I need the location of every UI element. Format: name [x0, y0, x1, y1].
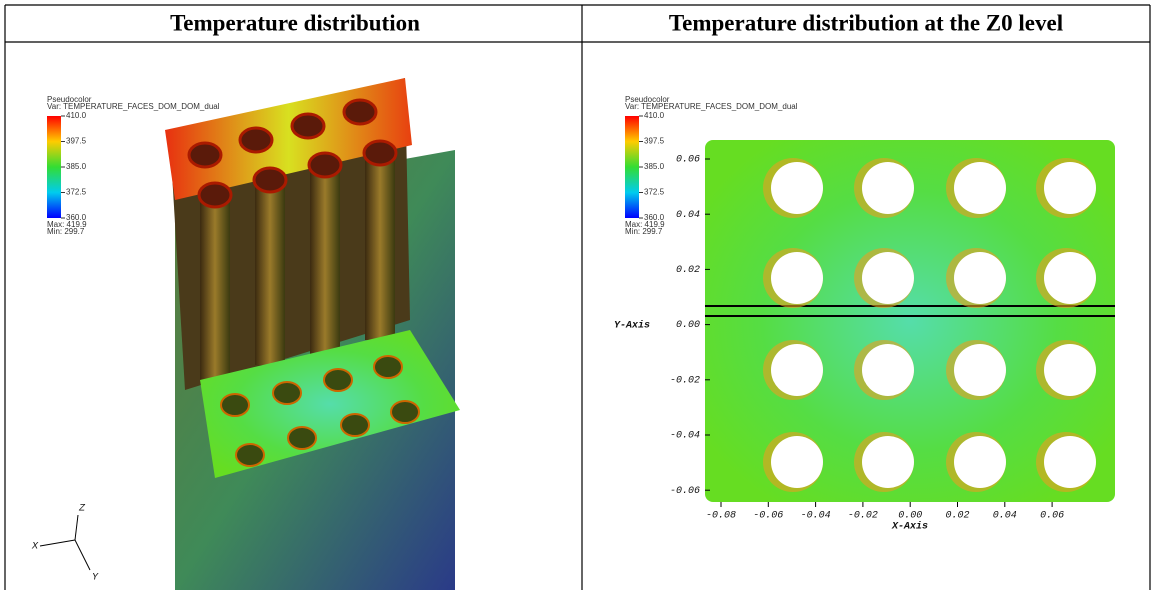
triad-label: Z: [78, 504, 86, 515]
y-tick-label: 0.06: [676, 155, 700, 166]
x-axis-label: X-Axis: [891, 521, 928, 533]
hole: [954, 162, 1006, 214]
x-tick-label: -0.06: [753, 511, 783, 522]
legend-min: Min: 299.7: [47, 227, 85, 236]
y-tick-label: 0.00: [676, 320, 700, 331]
y-tick-label: -0.06: [670, 486, 700, 497]
triad-label: X: [31, 542, 39, 553]
x-tick-label: 0.04: [993, 511, 1017, 522]
legend-var: Var: TEMPERATURE_FACES_DOM_DOM_dual: [625, 102, 798, 111]
x-tick-label: 0.06: [1040, 511, 1064, 522]
legend-tick-label: 385.0: [66, 162, 87, 171]
color-bar: [47, 116, 61, 218]
hole: [862, 162, 914, 214]
legend-tick-label: 397.5: [644, 137, 665, 146]
legend-tick-label: 397.5: [66, 137, 87, 146]
hole: [1044, 252, 1096, 304]
legend-tick-label: 372.5: [644, 188, 665, 197]
render-3d: [40, 78, 460, 590]
color-bar: [625, 116, 639, 218]
legend-tick-label: 385.0: [644, 162, 665, 171]
page: Temperature distribution Temperature dis…: [0, 0, 1156, 590]
hole: [862, 252, 914, 304]
triad-label: Y: [92, 573, 99, 584]
y-tick-label: -0.02: [670, 375, 700, 386]
hole: [771, 344, 823, 396]
hole: [954, 252, 1006, 304]
legend-var: Var: TEMPERATURE_FACES_DOM_DOM_dual: [47, 102, 220, 111]
y-tick-label: 0.04: [676, 210, 700, 221]
hole: [862, 344, 914, 396]
header-cell: Temperature distribution: [170, 10, 420, 35]
legend-tick-label: 372.5: [66, 188, 87, 197]
hole: [771, 162, 823, 214]
hole: [1044, 162, 1096, 214]
hole: [1044, 344, 1096, 396]
x-tick-label: -0.04: [801, 511, 831, 522]
x-tick-label: -0.02: [848, 511, 878, 522]
x-tick-label: 0.02: [945, 511, 969, 522]
y-tick-label: -0.04: [670, 431, 700, 442]
y-tick-label: 0.02: [676, 265, 700, 276]
x-tick-label: 0.00: [898, 511, 922, 522]
hole: [1044, 436, 1096, 488]
hole: [954, 436, 1006, 488]
hole: [771, 436, 823, 488]
x-tick-label: -0.08: [706, 511, 736, 522]
header-cell: Temperature distribution at the Z0 level: [669, 10, 1063, 35]
hole: [954, 344, 1006, 396]
hole: [862, 436, 914, 488]
legend-tick-label: 410.0: [66, 111, 87, 120]
legend-tick-label: 410.0: [644, 111, 665, 120]
hole: [771, 252, 823, 304]
slice-plot: [705, 140, 1115, 502]
y-axis-label: Y-Axis: [614, 320, 650, 332]
legend-min: Min: 299.7: [625, 227, 663, 236]
